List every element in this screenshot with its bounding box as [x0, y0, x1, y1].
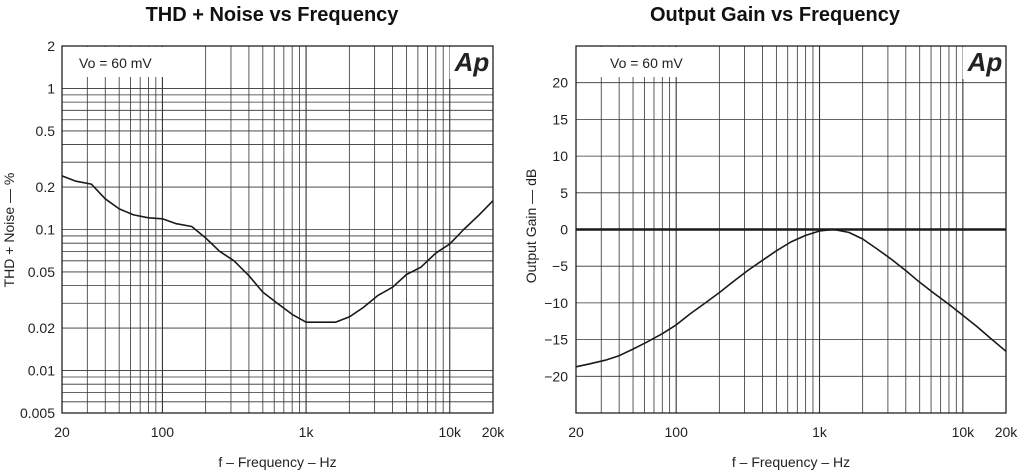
- thd-annotation-box: [63, 47, 165, 77]
- thd-y-tick-label: 0.2: [36, 179, 56, 195]
- thd-horizontal-grid: [62, 88, 493, 403]
- thd-x-axis-label: f – Frequency – Hz: [218, 454, 336, 470]
- thd-y-tick-label: 2: [47, 38, 55, 54]
- thd-y-tick-label: 0.05: [28, 264, 55, 280]
- gain-logo-box: [962, 47, 1007, 79]
- gain-y-tick-label: −20: [544, 368, 568, 384]
- gain-chart: Vo = 60 mV Ap 20 15 10 5 0 −5 −10 −15 −20 20 100 1k 10…: [523, 45, 1019, 470]
- thd-x-tick-label: 10k: [438, 424, 462, 440]
- thd-series-1-line: [61, 175, 494, 323]
- gain-y-tick-label: 0: [560, 222, 568, 238]
- gain-annotation-box: [577, 47, 696, 77]
- gain-y-tick-label: 15: [552, 111, 568, 127]
- gain-x-tick-label: 100: [665, 424, 689, 440]
- gain-x-tick-label: 20: [568, 424, 584, 440]
- thd-chart: Vo = 60 mV Ap 2 1 0.5 0.2 0.1 0.05 0.02 0.01 0.005…: [1, 38, 505, 470]
- thd-x-tick-label: 20: [54, 424, 70, 440]
- thd-y-tick-label: 0.005: [20, 405, 55, 421]
- gain-y-axis-label: Output Gain — dB: [523, 169, 539, 283]
- thd-x-tick-label: 1k: [299, 424, 315, 440]
- thd-y-tick-label: 0.5: [36, 123, 56, 139]
- thd-y-tick-label: 0.01: [28, 363, 55, 379]
- gain-y-tick-label: 20: [552, 75, 568, 91]
- thd-annotation: Vo = 60 mV: [79, 55, 152, 71]
- thd-y-axis-label: THD + Noise — %: [1, 173, 17, 288]
- gain-x-tick-label: 10k: [952, 424, 976, 440]
- gain-annotation: Vo = 60 mV: [610, 55, 683, 71]
- gain-x-tick-label: 20k: [995, 424, 1019, 440]
- thd-plot-frame: [61, 45, 494, 414]
- gain-x-axis-label: f – Frequency – Hz: [732, 454, 850, 470]
- gain-y-tick-label: −10: [544, 295, 568, 311]
- gain-x-tick-label: 1k: [812, 424, 828, 440]
- thd-y-tick-label: 1: [47, 80, 55, 96]
- thd-x-tick-label: 20k: [482, 424, 506, 440]
- thd-logo-box: [449, 47, 494, 79]
- thd-y-tick-label: 0.02: [28, 320, 55, 336]
- thd-y-tick-label: 0.1: [36, 222, 56, 238]
- thd-ap-logo: Ap: [454, 47, 490, 77]
- gain-y-tick-label: −15: [544, 332, 568, 348]
- thd-chart-title: THD + Noise vs Frequency: [145, 4, 399, 26]
- gain-y-tick-label: 10: [552, 148, 568, 164]
- gain-series-1-line: [575, 228, 1007, 368]
- gain-y-tick-label: −5: [552, 258, 568, 274]
- thd-x-tick-label: 100: [151, 424, 175, 440]
- gain-chart-title: Output Gain vs Frequency: [649, 4, 901, 26]
- gain-y-tick-label: 5: [560, 185, 568, 201]
- gain-ap-logo: Ap: [967, 47, 1003, 77]
